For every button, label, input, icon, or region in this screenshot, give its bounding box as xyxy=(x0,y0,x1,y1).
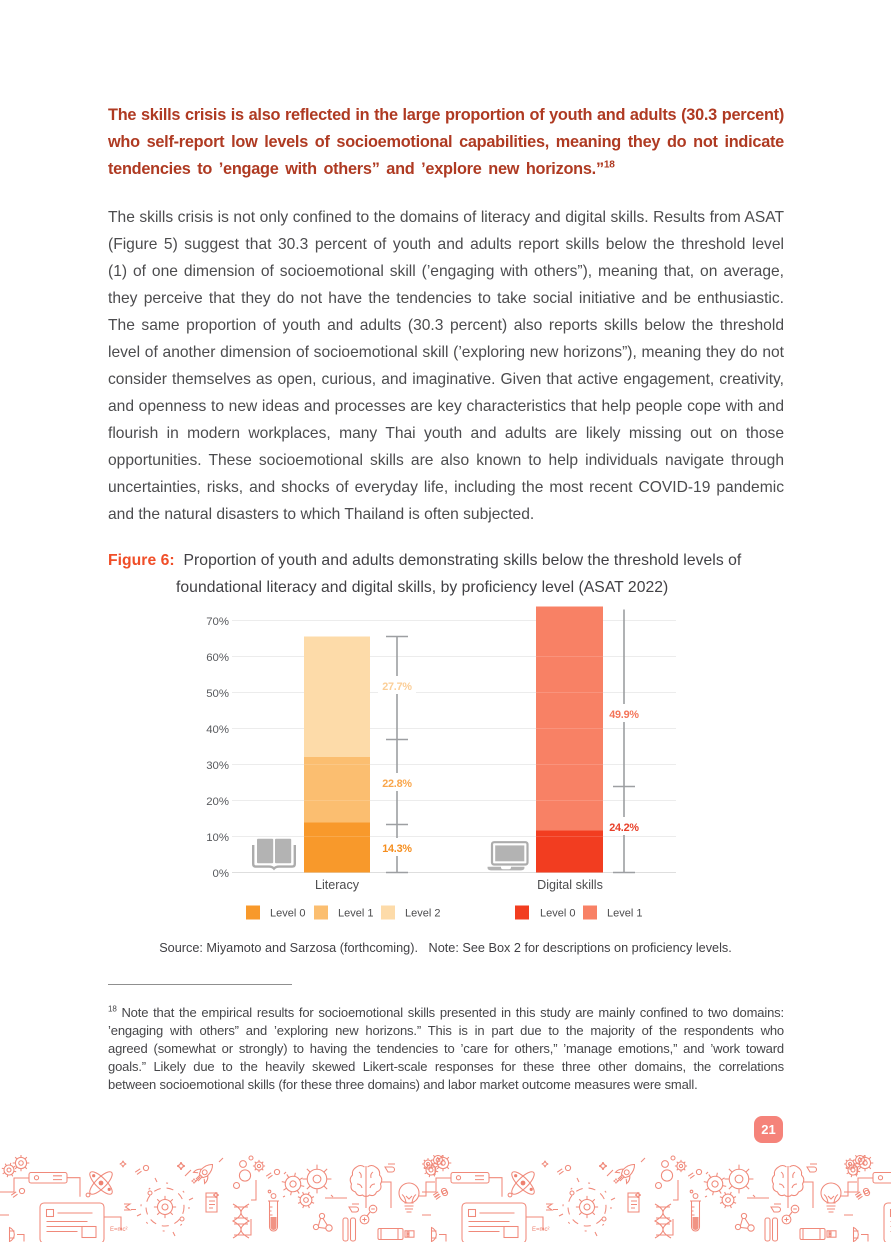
svg-text:30%: 30% xyxy=(206,760,229,772)
svg-text:50%: 50% xyxy=(206,688,229,700)
svg-text:Level 1: Level 1 xyxy=(338,908,373,920)
svg-text:27.7%: 27.7% xyxy=(382,681,412,693)
svg-text:Level 2: Level 2 xyxy=(405,908,440,920)
svg-text:Level 0: Level 0 xyxy=(270,908,305,920)
svg-text:22.8%: 22.8% xyxy=(382,778,412,790)
svg-text:Level 1: Level 1 xyxy=(607,908,642,920)
svg-text:70%: 70% xyxy=(206,616,229,628)
svg-text:Level 0: Level 0 xyxy=(540,908,575,920)
svg-text:20%: 20% xyxy=(206,796,229,808)
svg-text:24.2%: 24.2% xyxy=(609,822,639,834)
svg-text:60%: 60% xyxy=(206,652,229,664)
svg-text:Digital skills: Digital skills xyxy=(537,878,603,892)
svg-text:49.9%: 49.9% xyxy=(609,709,639,721)
svg-text:0%: 0% xyxy=(213,868,229,880)
svg-text:10%: 10% xyxy=(206,832,229,844)
svg-text:40%: 40% xyxy=(206,724,229,736)
svg-text:14.3%: 14.3% xyxy=(382,843,412,855)
svg-text:Literacy: Literacy xyxy=(315,878,360,892)
